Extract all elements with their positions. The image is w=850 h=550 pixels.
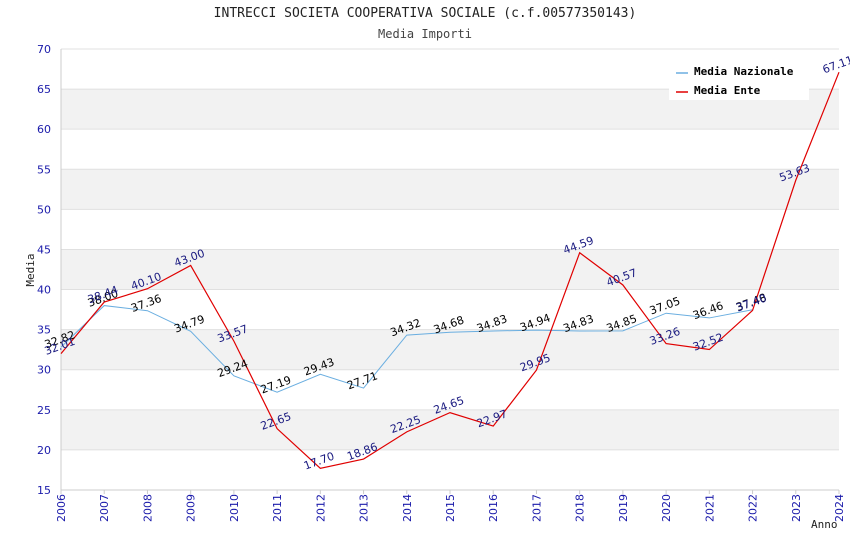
chart-subtitle: Media Importi [378, 27, 472, 41]
data-label-media-ente: 17.70 [302, 450, 336, 473]
legend: Media Nazionale Media Ente [669, 60, 809, 100]
x-tick-label: 2014 [401, 494, 414, 522]
plot-band [61, 249, 839, 290]
y-tick-label: 55 [37, 163, 51, 176]
data-label-media-nazionale: 27.19 [259, 373, 293, 396]
y-tick-labels: 15 20 25 30 35 40 45 50 55 60 65 70 [37, 43, 51, 497]
y-tick-label: 65 [37, 83, 51, 96]
x-tick-label: 2023 [790, 494, 803, 522]
y-tick-label: 45 [37, 243, 51, 256]
y-tick-label: 15 [37, 484, 51, 497]
x-tick-label: 2024 [833, 494, 846, 522]
x-tick-label: 2013 [358, 494, 371, 522]
data-label-media-nazionale: 27.71 [345, 369, 379, 392]
data-label-media-ente: 67.11 [821, 53, 850, 76]
x-tick-label: 2022 [747, 494, 760, 522]
y-tick-label: 70 [37, 43, 51, 56]
plot-bands [61, 89, 839, 450]
y-tick-label: 50 [37, 203, 51, 216]
x-tick-label: 2018 [574, 494, 587, 522]
y-axis-title: Media [24, 253, 37, 286]
x-tick-label: 2006 [55, 494, 68, 522]
legend-box [669, 60, 809, 100]
y-tick-label: 60 [37, 123, 51, 136]
series-line-media-nazionale [60, 305, 753, 393]
x-tick-labels: 2006 2007 2008 2009 2010 2011 2012 2013 2014 2015… [55, 494, 846, 522]
legend-label-media-ente: Media Ente [694, 84, 761, 97]
data-label-media-nazionale: 36.46 [691, 299, 725, 322]
x-tick-label: 2016 [487, 494, 500, 522]
chart-title: INTRECCI SOCIETA COOPERATIVA SOCIALE (c.… [213, 6, 637, 21]
x-tick-label: 2007 [98, 494, 111, 522]
y-tick-label: 30 [37, 364, 51, 377]
plot-band [61, 409, 839, 450]
x-tick-label: 2020 [660, 494, 673, 522]
y-tick-label: 35 [37, 324, 51, 337]
legend-label-media-nazionale: Media Nazionale [694, 65, 794, 78]
x-tick-label: 2011 [271, 494, 284, 522]
x-tick-label: 2015 [444, 494, 457, 522]
plot-band [61, 169, 839, 210]
y-tick-label: 40 [37, 284, 51, 297]
series-lines [60, 71, 840, 470]
x-tick-label: 2021 [703, 494, 716, 522]
x-tick-label: 2010 [228, 494, 241, 522]
y-tick-label: 20 [37, 444, 51, 457]
x-axis-title: Anno [811, 518, 838, 531]
x-tick-label: 2019 [617, 494, 630, 522]
x-tick-label: 2009 [185, 494, 198, 522]
x-tick-label: 2008 [141, 494, 154, 522]
x-tick-label: 2017 [530, 494, 543, 522]
axes [60, 49, 840, 494]
y-tick-label: 25 [37, 404, 51, 417]
x-tick-label: 2012 [314, 494, 327, 522]
series-line-media-ente [60, 71, 840, 470]
data-label-media-nazionale: 37.36 [129, 292, 163, 315]
